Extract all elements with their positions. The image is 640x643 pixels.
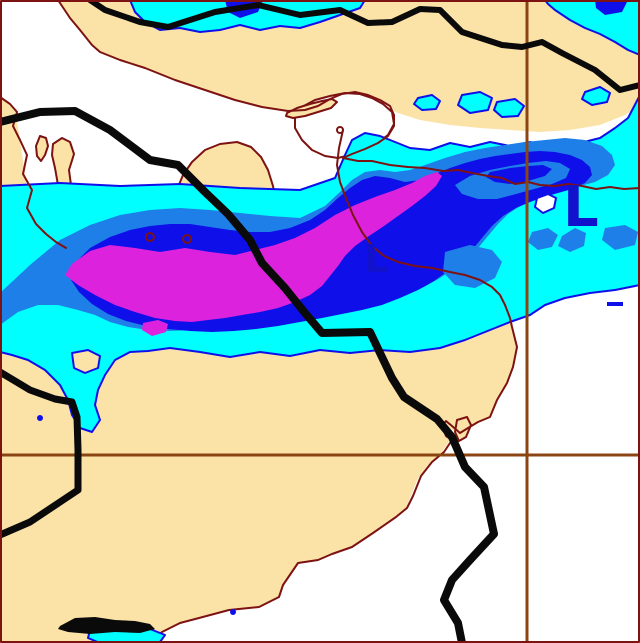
- shoreline-east: [342, 157, 640, 190]
- magenta-small-blob: [142, 320, 168, 336]
- map-dot-circle-2: [182, 234, 192, 244]
- precip-magenta-core: [65, 172, 442, 322]
- navy-dash: [607, 302, 623, 306]
- map-dot-circle-3: [336, 126, 344, 134]
- coastline-southeast: [149, 129, 518, 643]
- cyan-blob-3: [493, 98, 525, 118]
- cyan-blob-4: [581, 86, 611, 106]
- blue-blob-a: [528, 228, 558, 250]
- tan-hole-in-cyan: [71, 349, 101, 374]
- medium-speckle: [443, 245, 502, 288]
- low-pressure-label-center: L: [364, 237, 388, 281]
- black-blob-bottom: [58, 617, 155, 634]
- island-west: [35, 135, 49, 162]
- landmass-north: [58, 0, 640, 132]
- precip-cyan-topright: [544, 0, 640, 56]
- white-blob-near-low: [534, 193, 557, 214]
- coastline-west: [0, 96, 67, 249]
- cyan-blob-2: [457, 91, 493, 114]
- blue-dot-1: [230, 609, 236, 615]
- blue-blob-b: [558, 228, 586, 252]
- coastline-north-landmass: [57, 0, 395, 159]
- landmass-south: [0, 97, 517, 643]
- black-line-central: [0, 107, 498, 643]
- blue-dot-2: [37, 415, 43, 421]
- cyan-blob-1: [413, 94, 441, 111]
- black-line-west-loop: [0, 368, 82, 539]
- black-line-north: [87, 0, 640, 93]
- precip-dark-topright: [595, 0, 628, 15]
- blue-blob-c: [602, 225, 638, 250]
- map-dot-circle-1: [145, 232, 155, 242]
- hook-island: [454, 416, 472, 442]
- low-pressure-label-east: L: [563, 175, 599, 240]
